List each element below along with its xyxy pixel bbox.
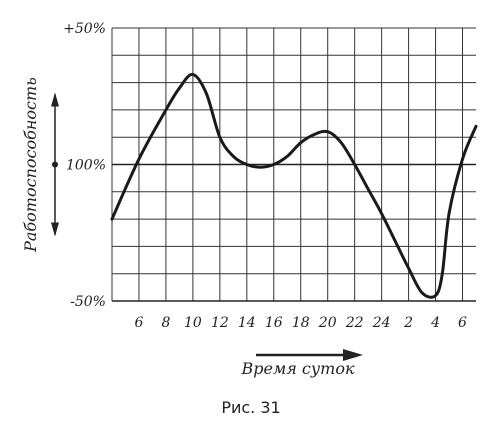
y-arrow-down-head — [51, 222, 59, 237]
y-tick-label: 100% — [66, 158, 106, 174]
x-tick-label: 14 — [238, 315, 256, 331]
y-tick-label: -50% — [70, 294, 106, 310]
x-tick-label: 2 — [403, 315, 413, 331]
x-tick-label: 6 — [135, 315, 144, 331]
y-arrow-dot — [52, 161, 58, 168]
x-tick-label: 8 — [161, 315, 170, 331]
x-tick-label: 4 — [430, 315, 440, 331]
y-arrow-up-head — [51, 92, 59, 107]
x-tick-label: 22 — [345, 315, 364, 331]
x-axis-label: Время суток — [240, 359, 354, 378]
x-tick-label: 12 — [211, 315, 229, 331]
x-tick-label: 18 — [292, 315, 310, 331]
x-tick-label: 6 — [458, 315, 467, 331]
x-tick-label: 16 — [265, 315, 283, 331]
x-tick-label: 20 — [318, 315, 337, 331]
y-axis-label: Работоспособность — [21, 77, 40, 253]
x-tick-label: 10 — [184, 315, 202, 331]
y-tick-label: +50% — [63, 21, 106, 37]
series-line — [110, 72, 478, 299]
x-arrow-head — [343, 349, 363, 361]
x-tick-label: 24 — [372, 315, 391, 331]
figure-caption: Рис. 31 — [221, 398, 281, 417]
